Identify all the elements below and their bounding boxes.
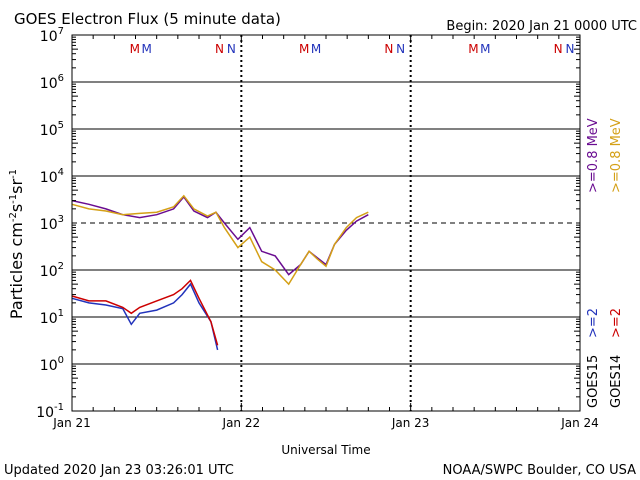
marker-m: M xyxy=(480,42,490,56)
y-axis-label-base: Particles cm xyxy=(7,222,26,319)
data-series xyxy=(71,194,369,351)
marker-n: N xyxy=(554,42,563,56)
y-tick-label: 104 xyxy=(40,167,64,186)
marker-n: N xyxy=(227,42,236,56)
x-axis-label: Universal Time xyxy=(281,443,370,457)
y-tick-base: 10 xyxy=(40,217,58,233)
y-tick-base: 10 xyxy=(40,123,58,139)
y-tick-base: 10 xyxy=(36,405,54,421)
updated-timestamp: Updated 2020 Jan 23 03:26:01 UTC xyxy=(4,463,234,478)
y-tick-base: 10 xyxy=(40,264,58,280)
y-tick-label: 102 xyxy=(40,261,64,280)
marker-n: N xyxy=(215,42,224,56)
credit-label: NOAA/SWPC Boulder, CO USA xyxy=(443,463,636,478)
marker-m: M xyxy=(299,42,309,56)
legend-entry: >=2 xyxy=(586,308,601,338)
y-axis-label-mid1: s xyxy=(7,204,26,212)
y-tick-label: 106 xyxy=(40,73,64,92)
grid-lines xyxy=(72,35,580,411)
begin-label: Begin: 2020 Jan 21 0000 UTC xyxy=(446,19,637,34)
y-tick-label: 10-1 xyxy=(36,402,64,421)
y-tick-label: 107 xyxy=(40,26,64,45)
marker-m: M xyxy=(130,42,140,56)
y-tick-base: 10 xyxy=(40,311,58,327)
y-tick-label: 103 xyxy=(40,214,64,233)
x-tick-label: Jan 22 xyxy=(222,416,261,430)
y-axis-label-exp1: -2 xyxy=(8,212,19,222)
marker-m: M xyxy=(468,42,478,56)
y-tick-label: 100 xyxy=(40,355,64,374)
x-tick-labels: Jan 21 Jan 22 Jan 23 Jan 24 xyxy=(52,416,599,430)
legend-entry: >=0.8 MeV xyxy=(609,118,624,193)
marker-n: N xyxy=(396,42,405,56)
chart-title: GOES Electron Flux (5 minute data) xyxy=(14,10,281,28)
series-line-1 xyxy=(71,195,369,276)
marker-n: N xyxy=(566,42,575,56)
axis-ticks xyxy=(71,35,581,411)
y-tick-exponent: 7 xyxy=(58,26,64,37)
y-tick-label: 101 xyxy=(40,308,64,327)
marker-n: N xyxy=(384,42,393,56)
y-tick-exponent: -1 xyxy=(54,402,64,413)
y-tick-exponent: 2 xyxy=(58,261,64,272)
legend-entry: GOES15 xyxy=(586,355,601,408)
y-axis-label: Particles cm-2s-1sr-1 xyxy=(7,169,26,319)
legend-entry: >=2 xyxy=(609,308,624,338)
x-tick-label: Jan 23 xyxy=(391,416,430,430)
x-tick-label: Jan 21 xyxy=(52,416,91,430)
marker-m: M xyxy=(141,42,151,56)
y-axis-label-exp3: -1 xyxy=(8,169,19,179)
y-axis-label-mid2: sr xyxy=(7,179,26,194)
y-tick-exponent: 6 xyxy=(58,73,64,84)
series-line-2 xyxy=(71,194,369,286)
y-tick-base: 10 xyxy=(40,76,58,92)
y-tick-exponent: 3 xyxy=(58,214,64,225)
y-tick-exponent: 5 xyxy=(58,120,64,131)
y-tick-base: 10 xyxy=(40,29,58,45)
y-tick-exponent: 0 xyxy=(58,355,64,366)
legend-entry: >=0.8 MeV xyxy=(586,118,601,193)
marker-m: M xyxy=(311,42,321,56)
series-line-4 xyxy=(71,279,219,346)
y-tick-exponent: 4 xyxy=(58,167,64,178)
series-line-3 xyxy=(71,282,219,351)
x-tick-label: Jan 24 xyxy=(560,416,599,430)
legend: >=0.8 MeV >=0.8 MeV >=2 >=2 GOES15 GOES14 xyxy=(586,118,624,408)
y-tick-exponent: 1 xyxy=(58,308,64,319)
y-tick-base: 10 xyxy=(40,170,58,186)
legend-entry: GOES14 xyxy=(609,355,624,408)
y-tick-label: 105 xyxy=(40,120,64,139)
y-tick-base: 10 xyxy=(40,358,58,374)
y-axis-label-exp2: -1 xyxy=(8,194,19,204)
